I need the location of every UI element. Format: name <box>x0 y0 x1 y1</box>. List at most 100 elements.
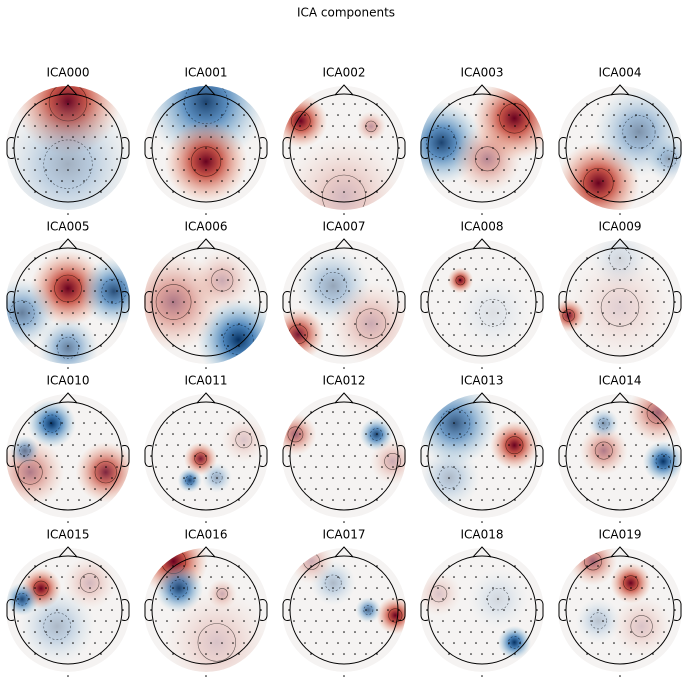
sensor <box>619 455 621 457</box>
sensor <box>470 169 472 171</box>
sensor <box>630 257 632 259</box>
sensor <box>597 609 599 611</box>
sensor <box>481 411 483 413</box>
sensor <box>475 422 477 424</box>
sensor <box>464 422 466 424</box>
sensor <box>315 334 317 336</box>
sensor <box>635 312 637 314</box>
sensor <box>17 598 19 600</box>
sensor <box>321 301 323 303</box>
sensor <box>586 301 588 303</box>
head <box>13 247 123 357</box>
sensor <box>619 411 621 413</box>
sensor <box>470 455 472 457</box>
sensor <box>67 609 69 611</box>
sensor <box>497 158 499 160</box>
sensor <box>67 147 69 149</box>
sensor <box>216 477 218 479</box>
sensor <box>254 598 256 600</box>
sensor <box>492 587 494 589</box>
sensor <box>17 290 19 292</box>
sensor <box>613 620 615 622</box>
sensor <box>67 499 69 501</box>
sensor <box>381 136 383 138</box>
sensor <box>89 587 91 589</box>
sensor <box>183 631 185 633</box>
sensor <box>641 257 643 259</box>
nose <box>334 392 354 404</box>
nose <box>472 546 492 558</box>
sensor <box>243 444 245 446</box>
sensor <box>172 631 174 633</box>
sensor <box>365 455 367 457</box>
sensor <box>392 444 394 446</box>
sensor <box>519 620 521 622</box>
sensor <box>227 609 229 611</box>
ear-right <box>121 291 130 313</box>
sensor <box>343 433 345 435</box>
sensor <box>78 345 80 347</box>
sensor <box>580 576 582 578</box>
sensor <box>442 598 444 600</box>
sensor <box>392 466 394 468</box>
contour <box>608 247 632 270</box>
sensor <box>530 290 532 292</box>
sensor <box>387 147 389 149</box>
sensor <box>72 422 74 424</box>
sensor <box>288 455 290 457</box>
sensor <box>210 422 212 424</box>
sensor <box>602 444 604 446</box>
sensor <box>199 136 201 138</box>
sensor <box>486 312 488 314</box>
sensor <box>216 609 218 611</box>
sensor <box>492 279 494 281</box>
sensor <box>624 136 626 138</box>
sensor <box>61 576 63 578</box>
sensor <box>348 158 350 160</box>
sensor <box>376 631 378 633</box>
sensor <box>624 620 626 622</box>
sensor <box>486 620 488 622</box>
sensor <box>586 477 588 479</box>
sensor <box>459 411 461 413</box>
sensor <box>398 147 400 149</box>
sensor <box>635 598 637 600</box>
sensor <box>591 114 593 116</box>
sensor <box>354 411 356 413</box>
sensor <box>448 279 450 281</box>
sensor <box>78 323 80 325</box>
sensor <box>580 466 582 468</box>
nose <box>196 238 216 250</box>
sensor <box>293 444 295 446</box>
sensor <box>89 477 91 479</box>
sensor <box>177 444 179 446</box>
sensor <box>260 301 262 303</box>
sensor <box>597 455 599 457</box>
sensor <box>72 488 74 490</box>
sensor <box>161 587 163 589</box>
sensor <box>343 169 345 171</box>
sensor <box>105 136 107 138</box>
sensor <box>111 169 113 171</box>
ear-left <box>144 137 153 159</box>
topomap: ICA002 <box>282 66 406 215</box>
sensor <box>45 169 47 171</box>
sensor <box>332 565 334 567</box>
sensor <box>481 103 483 105</box>
sensor <box>199 334 201 336</box>
sensor <box>624 268 626 270</box>
sensor <box>652 433 654 435</box>
ear-right <box>535 599 544 621</box>
component-label: ICA002 <box>322 66 365 80</box>
sensor <box>321 653 323 655</box>
sensor <box>613 576 615 578</box>
sensor <box>254 158 256 160</box>
sensor <box>481 125 483 127</box>
sensor <box>575 323 577 325</box>
sensor <box>34 301 36 303</box>
sensor <box>354 565 356 567</box>
sensor <box>67 433 69 435</box>
sensor <box>481 609 483 611</box>
sensor <box>199 422 201 424</box>
sensor <box>56 411 58 413</box>
